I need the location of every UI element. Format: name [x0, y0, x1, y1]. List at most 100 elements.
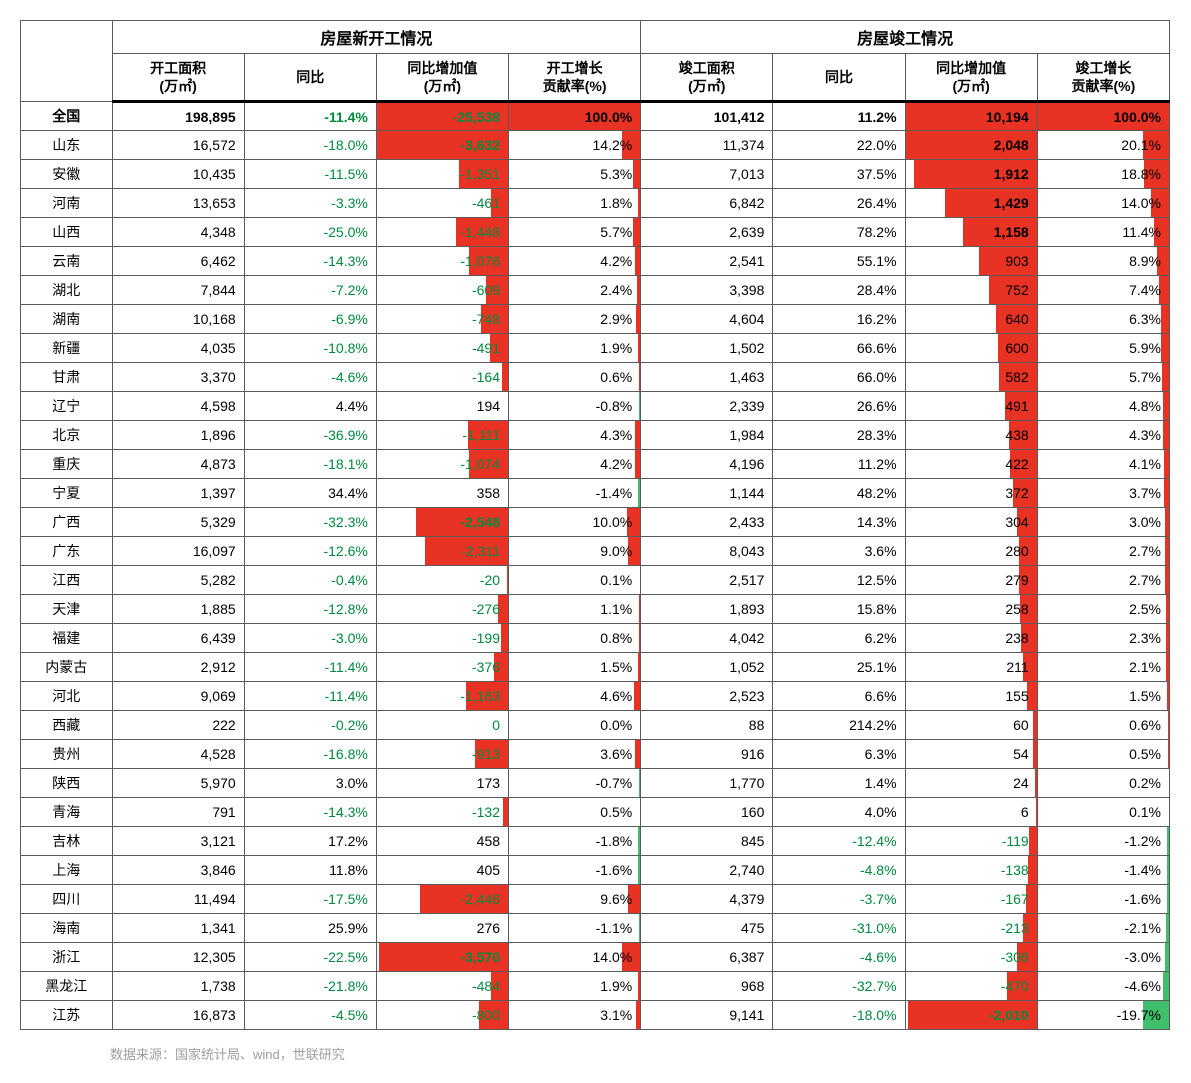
cell-area2: 6,387	[641, 943, 773, 972]
bar-value: 4.2%	[600, 456, 632, 472]
table-row: 河南13,653-3.3%-4611.8%6,84226.4%1,42914.0…	[21, 189, 1170, 218]
cell-contrib1: 14.0%	[509, 943, 641, 972]
bar-value: -748	[472, 311, 500, 327]
bar-value: -484	[472, 978, 500, 994]
bar-value: 2.5%	[1129, 601, 1161, 617]
cell-yoy1: -11.4%	[244, 653, 376, 682]
cell-delta1: -484	[376, 972, 508, 1001]
cell-delta1: -1,351	[376, 160, 508, 189]
bar-value: -461	[472, 195, 500, 211]
cell-yoy2: 66.0%	[773, 363, 905, 392]
cell-contrib1: 1.5%	[509, 653, 641, 682]
bar-value: -470	[1001, 978, 1029, 994]
bar-fill	[502, 363, 508, 391]
bar-fill	[1028, 856, 1037, 884]
cell-contrib2: 20.1%	[1037, 131, 1169, 160]
cell-contrib1: 4.2%	[509, 247, 641, 276]
bar-value: 100.0%	[1114, 109, 1161, 125]
bar-value: -119	[1002, 833, 1029, 849]
cell-contrib2: 0.6%	[1037, 711, 1169, 740]
cell-delta1: 358	[376, 479, 508, 508]
cell-contrib2: 7.4%	[1037, 276, 1169, 305]
cell-contrib2: 2.7%	[1037, 566, 1169, 595]
cell-delta2: -306	[905, 943, 1037, 972]
cell-area1: 9,069	[112, 682, 244, 711]
cell-area1: 3,121	[112, 827, 244, 856]
bar-value: 0.1%	[1129, 804, 1161, 820]
cell-contrib1: 9.6%	[509, 885, 641, 914]
bar-value: 7.4%	[1129, 282, 1161, 298]
cell-yoy2: -4.6%	[773, 943, 905, 972]
cell-yoy1: -0.2%	[244, 711, 376, 740]
cell-delta1: -199	[376, 624, 508, 653]
bar-value: -2,010	[989, 1007, 1029, 1023]
cell-delta1: -1,448	[376, 218, 508, 247]
cell-contrib2: 100.0%	[1037, 102, 1169, 131]
bar-value: 1,912	[994, 166, 1029, 182]
bar-value: 9.6%	[600, 891, 632, 907]
cell-area2: 1,770	[641, 769, 773, 798]
bar-fill	[503, 798, 508, 826]
bar-value: -138	[1001, 862, 1029, 878]
bar-value: -276	[472, 601, 500, 617]
bar-value: 903	[1005, 253, 1028, 269]
bar-value: 60	[1013, 717, 1029, 733]
bar-value: 4.2%	[600, 253, 632, 269]
bar-value: -1.4%	[1124, 862, 1161, 878]
cell-yoy1: -14.3%	[244, 247, 376, 276]
cell-area1: 5,970	[112, 769, 244, 798]
cell-delta2: 903	[905, 247, 1037, 276]
cell-yoy1: 11.8%	[244, 856, 376, 885]
cell-yoy2: 6.3%	[773, 740, 905, 769]
region-name: 吉林	[21, 827, 113, 856]
bar-value: -1.2%	[1124, 833, 1161, 849]
cell-area1: 10,168	[112, 305, 244, 334]
bar-value: 3.0%	[1129, 514, 1161, 530]
region-name: 天津	[21, 595, 113, 624]
bar-value: -1.1%	[596, 920, 633, 936]
cell-area1: 1,341	[112, 914, 244, 943]
cell-yoy1: -16.8%	[244, 740, 376, 769]
table-row: 安徽10,435-11.5%-1,3515.3%7,01337.5%1,9121…	[21, 160, 1170, 189]
bar-value: 582	[1005, 369, 1028, 385]
cell-area2: 4,042	[641, 624, 773, 653]
cell-contrib2: 2.7%	[1037, 537, 1169, 566]
bar-value: 6.3%	[1129, 311, 1161, 327]
cell-contrib2: -1.2%	[1037, 827, 1169, 856]
data-source-footer: 数据来源：国家统计局、wind，世联研究	[20, 1044, 1171, 1063]
cell-delta1: -376	[376, 653, 508, 682]
cell-delta1: -1,111	[376, 421, 508, 450]
bar-value: 372	[1005, 485, 1028, 501]
cell-delta1: 194	[376, 392, 508, 421]
cell-contrib2: -4.6%	[1037, 972, 1169, 1001]
cell-yoy2: 48.2%	[773, 479, 905, 508]
cell-yoy1: -3.0%	[244, 624, 376, 653]
bar-value: 358	[477, 485, 500, 501]
table-row: 内蒙古2,912-11.4%-3761.5%1,05225.1%2112.1%	[21, 653, 1170, 682]
bar-fill	[1166, 653, 1169, 681]
bar-value: 1,158	[994, 224, 1029, 240]
cell-area2: 88	[641, 711, 773, 740]
cell-yoy1: -14.3%	[244, 798, 376, 827]
table-row: 辽宁4,5984.4%194-0.8%2,33926.6%4914.8%	[21, 392, 1170, 421]
cell-yoy1: 3.0%	[244, 769, 376, 798]
cell-delta1: -491	[376, 334, 508, 363]
bar-value: -2,446	[460, 891, 500, 907]
cell-yoy2: 12.5%	[773, 566, 905, 595]
cell-area1: 16,572	[112, 131, 244, 160]
cell-yoy1: -11.4%	[244, 682, 376, 711]
bar-value: -4.6%	[1124, 978, 1161, 994]
cell-area2: 11,374	[641, 131, 773, 160]
bar-value: 0.5%	[1129, 746, 1161, 762]
bar-value: 5.7%	[1129, 369, 1161, 385]
cell-delta1: -3,570	[376, 943, 508, 972]
bar-value: 2.1%	[1129, 659, 1161, 675]
bar-value: 1.5%	[1129, 688, 1161, 704]
bar-value: 422	[1005, 456, 1028, 472]
cell-delta1: -132	[376, 798, 508, 827]
cell-yoy1: -10.8%	[244, 334, 376, 363]
bar-value: 10.0%	[593, 514, 633, 530]
region-name: 新疆	[21, 334, 113, 363]
bar-value: 1.5%	[600, 659, 632, 675]
bar-value: -1,111	[462, 427, 500, 443]
